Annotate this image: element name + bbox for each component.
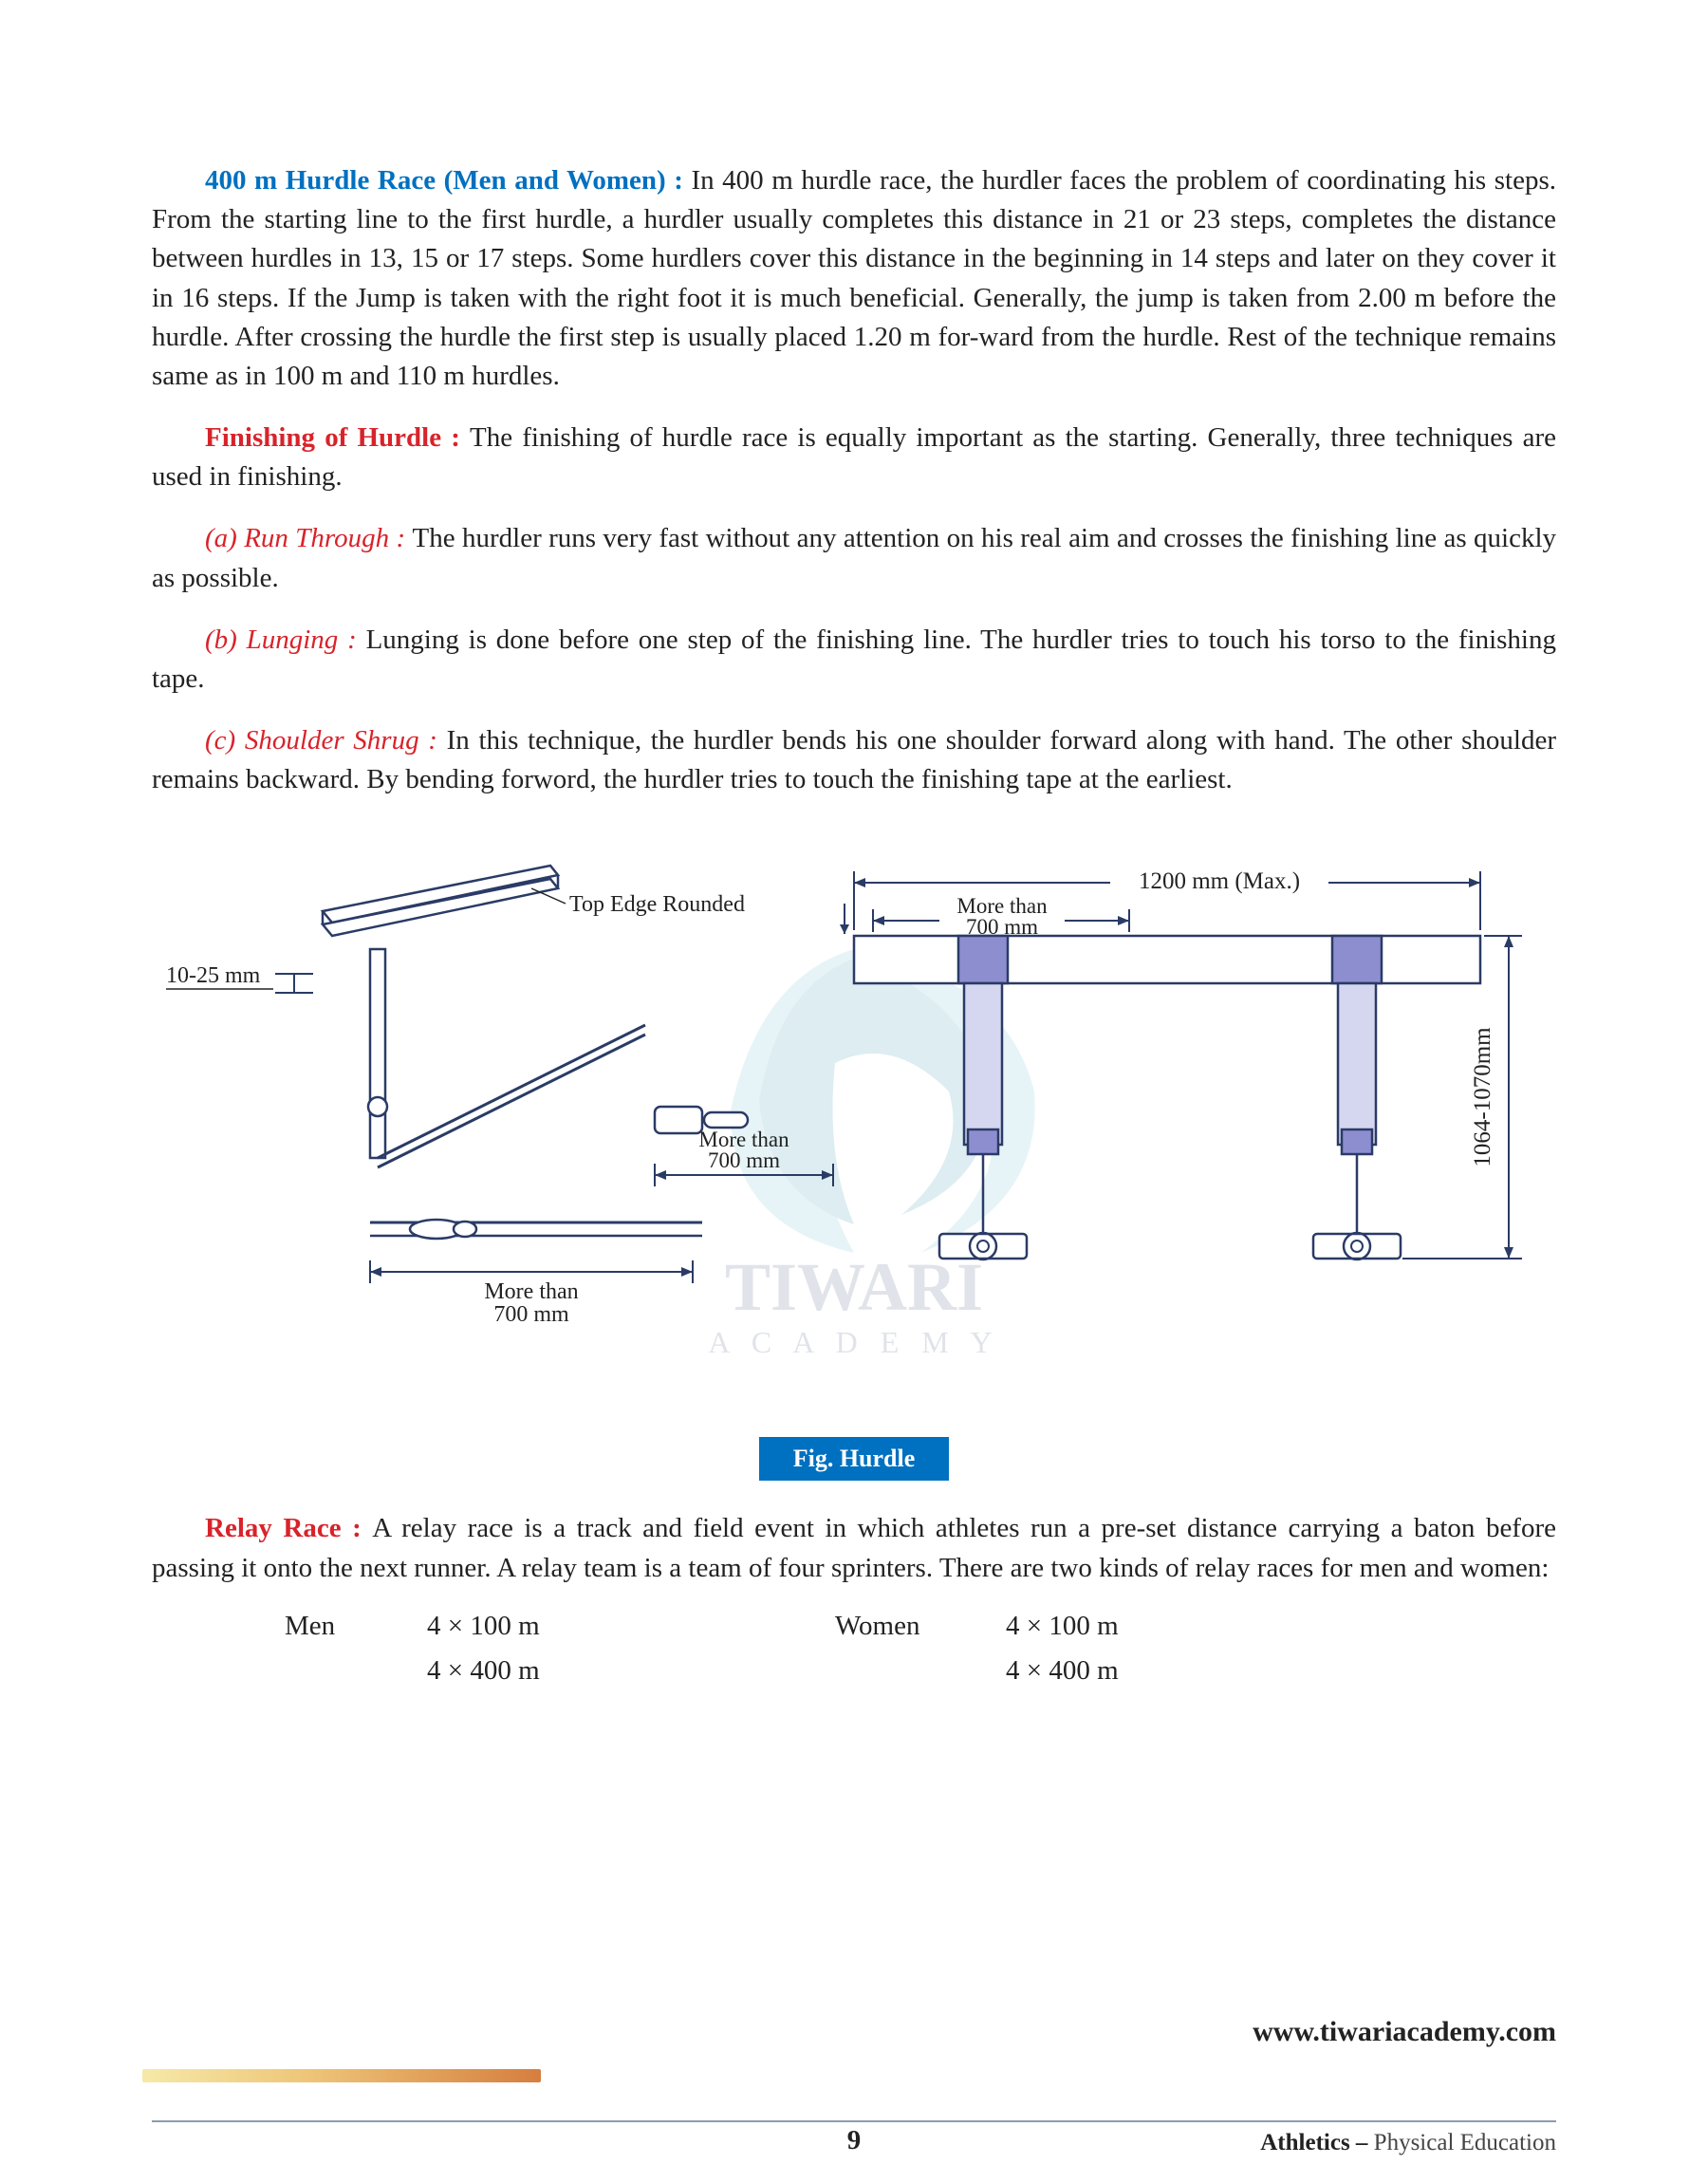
svg-text:10-25 mm: 10-25 mm xyxy=(166,963,261,988)
men-label: Men xyxy=(285,1611,427,1642)
women-label: Women xyxy=(835,1611,1006,1642)
page-content: 400 m Hurdle Race (Men and Women) : In 4… xyxy=(0,0,1708,1687)
svg-text:More than: More than xyxy=(484,1279,578,1304)
label-c: (c) Shoulder Shrug : xyxy=(205,725,447,756)
svg-text:700 mm: 700 mm xyxy=(493,1302,569,1327)
decorative-gradient-bar xyxy=(142,2069,541,2082)
para-finishing: Finishing of Hurdle : The finishing of h… xyxy=(152,419,1556,496)
svg-text:700 mm: 700 mm xyxy=(966,915,1038,939)
para-lunging: (b) Lunging : Lunging is done before one… xyxy=(152,621,1556,699)
footer-divider xyxy=(152,2120,1556,2122)
body-400m: In 400 m hurdle race, the hurdler faces … xyxy=(152,165,1556,391)
heading-relay: Relay Race : xyxy=(205,1513,372,1543)
heading-400m: 400 m Hurdle Race (Men and Women) : xyxy=(205,165,691,196)
para-shoulder-shrug: (c) Shoulder Shrug : In this technique, … xyxy=(152,721,1556,799)
men-dist1: 4 × 100 m xyxy=(427,1611,835,1642)
women-dist1: 4 × 100 m xyxy=(1006,1611,1215,1642)
table-row: 4 × 400 m 4 × 400 m xyxy=(285,1655,1556,1687)
para-run-through: (a) Run Through : The hurdler runs very … xyxy=(152,519,1556,597)
figure-caption: Fig. Hurdle xyxy=(759,1437,949,1481)
hurdle-diagram: 10-25 mm Top Edge Rounded xyxy=(152,826,1556,1414)
table-row: Men 4 × 100 m Women 4 × 100 m xyxy=(285,1611,1556,1642)
para-400m-hurdle: 400 m Hurdle Race (Men and Women) : In 4… xyxy=(152,161,1556,396)
subject-bold: Athletics – xyxy=(1260,2130,1373,2155)
heading-finishing: Finishing of Hurdle : xyxy=(205,422,470,453)
svg-text:1064-1070mm: 1064-1070mm xyxy=(1470,1027,1495,1167)
para-relay: Relay Race : A relay race is a track and… xyxy=(152,1509,1556,1587)
label-a: (a) Run Through : xyxy=(205,523,413,553)
svg-text:700 mm: 700 mm xyxy=(708,1148,780,1172)
website-url: www.tiwariacademy.com xyxy=(152,2016,1556,2054)
women-dist2: 4 × 400 m xyxy=(1006,1655,1215,1687)
page-footer: www.tiwariacademy.com xyxy=(152,2016,1556,2060)
subject: Physical Education xyxy=(1374,2130,1556,2155)
footer-subject: Athletics – Physical Education xyxy=(1260,2130,1556,2156)
svg-text:1200 mm (Max.): 1200 mm (Max.) xyxy=(1139,868,1300,894)
label-b: (b) Lunging : xyxy=(205,625,366,655)
relay-table: Men 4 × 100 m Women 4 × 100 m 4 × 400 m … xyxy=(285,1611,1556,1687)
page-number: 9 xyxy=(847,2125,862,2156)
men-dist2: 4 × 400 m xyxy=(427,1655,835,1687)
svg-text:Top Edge Rounded: Top Edge Rounded xyxy=(569,892,745,917)
